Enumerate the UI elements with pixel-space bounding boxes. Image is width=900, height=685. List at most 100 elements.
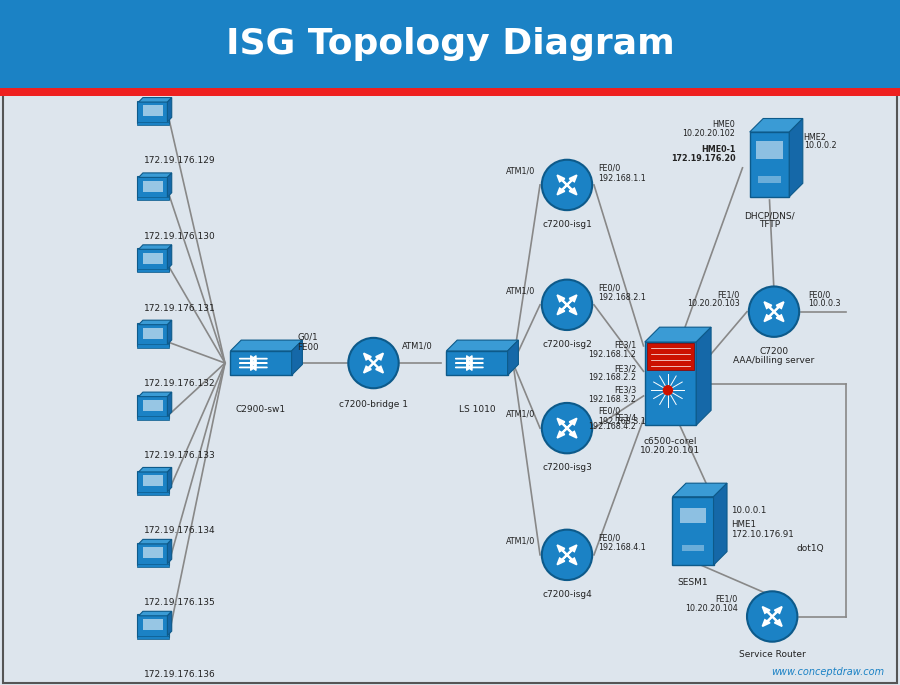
Text: LS 1010: LS 1010 bbox=[459, 405, 495, 414]
Ellipse shape bbox=[663, 386, 672, 395]
Text: c7200-bridge 1: c7200-bridge 1 bbox=[339, 399, 408, 409]
FancyArrow shape bbox=[455, 364, 471, 371]
FancyArrow shape bbox=[772, 607, 782, 616]
Text: FE1/0: FE1/0 bbox=[716, 595, 738, 604]
Text: 10.20.20.104: 10.20.20.104 bbox=[685, 603, 738, 613]
Text: 192.168.2.1: 192.168.2.1 bbox=[598, 293, 646, 303]
Text: 172.19.176.129: 172.19.176.129 bbox=[144, 156, 216, 166]
Text: DHCP/DNS/: DHCP/DNS/ bbox=[744, 211, 795, 221]
Text: TFTP: TFTP bbox=[759, 220, 780, 229]
FancyArrow shape bbox=[557, 185, 567, 195]
Text: FE3/4: FE3/4 bbox=[614, 413, 636, 423]
Text: c7200-isg2: c7200-isg2 bbox=[542, 340, 592, 349]
FancyBboxPatch shape bbox=[137, 471, 169, 493]
Text: 192.168.1.1: 192.168.1.1 bbox=[598, 173, 646, 183]
Text: 172.19.176.133: 172.19.176.133 bbox=[144, 451, 216, 460]
Text: HME1: HME1 bbox=[731, 519, 756, 529]
Ellipse shape bbox=[542, 279, 592, 330]
Bar bbox=[644, 342, 697, 425]
Ellipse shape bbox=[542, 530, 592, 580]
Text: 10.20.20.101: 10.20.20.101 bbox=[641, 446, 700, 456]
FancyArrow shape bbox=[557, 305, 567, 314]
Text: 172.10.176.91: 172.10.176.91 bbox=[731, 530, 794, 539]
Bar bbox=[137, 636, 169, 639]
Bar bbox=[142, 475, 164, 486]
Bar bbox=[680, 508, 706, 523]
Ellipse shape bbox=[747, 591, 797, 642]
Bar bbox=[142, 547, 164, 558]
Bar bbox=[142, 181, 164, 192]
FancyArrow shape bbox=[252, 360, 267, 366]
Bar bbox=[142, 253, 164, 264]
Text: AAA/billing server: AAA/billing server bbox=[734, 356, 815, 365]
FancyArrow shape bbox=[364, 353, 374, 363]
Text: 192.168.1.2: 192.168.1.2 bbox=[589, 349, 636, 359]
Text: HME2: HME2 bbox=[804, 132, 826, 142]
Bar bbox=[137, 416, 169, 420]
Text: FE1/0: FE1/0 bbox=[717, 290, 740, 299]
Polygon shape bbox=[139, 173, 172, 177]
Bar bbox=[137, 122, 169, 125]
FancyArrow shape bbox=[468, 364, 483, 371]
Polygon shape bbox=[167, 539, 172, 564]
Polygon shape bbox=[139, 539, 172, 544]
Text: c7200-isg1: c7200-isg1 bbox=[542, 220, 592, 229]
FancyArrow shape bbox=[239, 356, 255, 362]
Text: FE3/3: FE3/3 bbox=[614, 386, 636, 395]
Bar bbox=[137, 197, 169, 201]
Text: C7200: C7200 bbox=[760, 347, 788, 356]
FancyArrow shape bbox=[567, 185, 577, 195]
Polygon shape bbox=[230, 340, 302, 351]
Text: 172.19.176.136: 172.19.176.136 bbox=[144, 670, 216, 680]
FancyBboxPatch shape bbox=[137, 248, 169, 271]
Ellipse shape bbox=[749, 286, 799, 337]
Polygon shape bbox=[292, 340, 302, 375]
Text: 192.168.3.1: 192.168.3.1 bbox=[598, 416, 646, 426]
Bar bbox=[646, 343, 695, 370]
Bar bbox=[142, 400, 164, 411]
FancyArrow shape bbox=[557, 419, 567, 428]
Text: 10.0.0.2: 10.0.0.2 bbox=[804, 141, 836, 151]
Polygon shape bbox=[167, 173, 172, 197]
FancyBboxPatch shape bbox=[137, 176, 169, 199]
Polygon shape bbox=[139, 392, 172, 397]
FancyArrow shape bbox=[764, 302, 774, 312]
FancyArrow shape bbox=[762, 616, 772, 626]
Text: ATM1/0: ATM1/0 bbox=[506, 410, 536, 419]
Bar bbox=[672, 497, 714, 565]
Bar bbox=[446, 351, 508, 375]
FancyArrow shape bbox=[252, 364, 267, 371]
FancyArrow shape bbox=[567, 175, 577, 185]
Bar bbox=[137, 345, 169, 348]
FancyArrow shape bbox=[364, 363, 374, 373]
Polygon shape bbox=[139, 97, 172, 102]
Bar bbox=[137, 492, 169, 495]
Bar bbox=[0, 88, 900, 96]
Polygon shape bbox=[697, 327, 711, 425]
Text: c7200-isg3: c7200-isg3 bbox=[542, 463, 592, 473]
Text: FE3/2: FE3/2 bbox=[614, 364, 636, 373]
Text: FE0/0: FE0/0 bbox=[598, 406, 621, 416]
Text: HME0: HME0 bbox=[713, 120, 735, 129]
Bar bbox=[142, 328, 164, 339]
FancyArrow shape bbox=[567, 295, 577, 305]
Text: c6500-corel: c6500-corel bbox=[644, 437, 698, 447]
FancyArrow shape bbox=[468, 356, 483, 362]
Text: 172.19.176.20: 172.19.176.20 bbox=[670, 153, 735, 163]
Polygon shape bbox=[508, 340, 518, 375]
Polygon shape bbox=[139, 320, 172, 325]
Text: FE0/0: FE0/0 bbox=[598, 163, 621, 173]
FancyArrow shape bbox=[252, 356, 267, 362]
FancyArrow shape bbox=[567, 419, 577, 428]
Bar bbox=[0, 0, 900, 88]
Text: FE3/1: FE3/1 bbox=[614, 340, 636, 350]
Bar bbox=[756, 141, 783, 159]
Polygon shape bbox=[644, 327, 711, 342]
FancyArrow shape bbox=[762, 607, 772, 616]
FancyArrow shape bbox=[239, 360, 255, 366]
Text: FE0/0: FE0/0 bbox=[808, 290, 831, 299]
Text: 10.20.20.103: 10.20.20.103 bbox=[687, 299, 740, 308]
Polygon shape bbox=[167, 392, 172, 416]
Text: 10.0.0.3: 10.0.0.3 bbox=[808, 299, 841, 308]
FancyArrow shape bbox=[557, 175, 567, 185]
